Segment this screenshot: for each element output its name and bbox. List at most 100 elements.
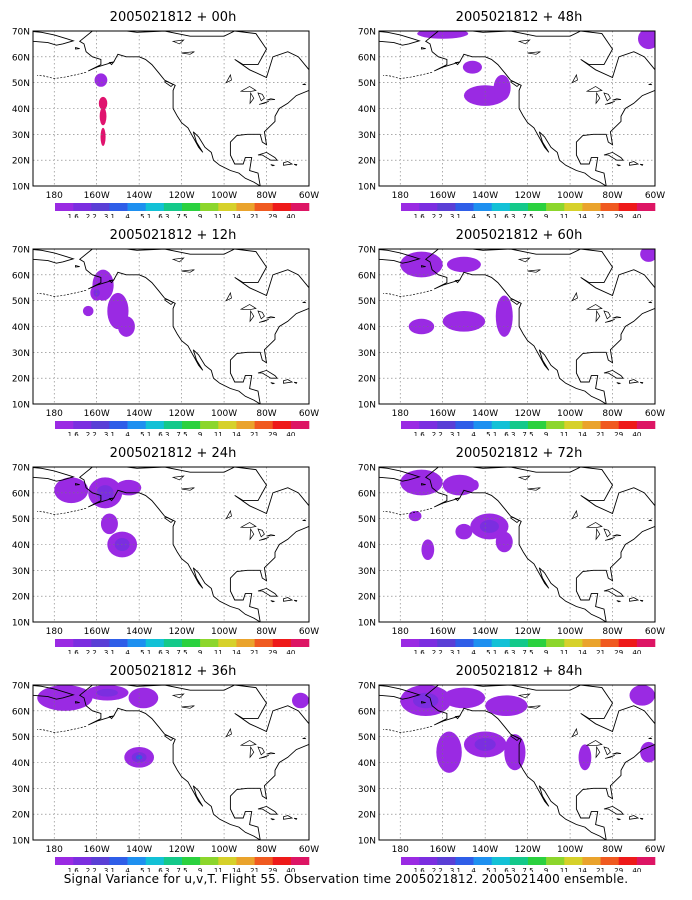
island (603, 151, 625, 161)
lat-tick-label: 50N (12, 79, 30, 89)
colorbar-swatch (618, 421, 638, 429)
colorbar-swatch (636, 857, 656, 865)
lat-tick-label: 20N (358, 811, 376, 821)
lon-tick-label: 100W (211, 627, 237, 637)
colorbar-label: 3.1 (104, 867, 115, 872)
island (639, 817, 644, 820)
colorbar-swatch (236, 639, 255, 647)
island (616, 818, 622, 821)
lat-tick-label: 70N (12, 682, 30, 692)
colorbar-swatch (582, 203, 601, 211)
colorbar-swatch (254, 639, 274, 647)
colorbar-label: 9 (198, 649, 202, 654)
colorbar-swatch (437, 639, 456, 647)
colorbar-swatch (272, 421, 292, 429)
coastline-asia (33, 31, 75, 46)
colorbar-swatch (290, 203, 310, 211)
lat-tick-label: 40N (358, 541, 376, 551)
colorbar-label: 29 (268, 649, 277, 654)
island (648, 737, 653, 740)
colorbar-label: 3.1 (104, 213, 115, 218)
lat-tick-label: 30N (358, 785, 376, 795)
lat-tick-label: 60N (358, 489, 376, 499)
variance-core (474, 737, 496, 751)
lake (225, 509, 232, 520)
colorbar-label: 9 (544, 649, 548, 654)
island (270, 818, 276, 821)
colorbar-swatch (564, 639, 583, 647)
variance-blob (54, 477, 89, 504)
map-svg: 2005021812 + 48h 70N 60N 50N 40N 30N 20N 10N 180… (358, 10, 665, 218)
colorbar-swatch (55, 639, 74, 647)
colorbar-swatch (200, 421, 219, 429)
colorbar-swatch (600, 421, 620, 429)
lat-tick-label: 10N (358, 619, 376, 629)
variance-blob (455, 523, 473, 540)
island (163, 734, 174, 742)
colorbar-swatch (473, 639, 493, 647)
colorbar-label: 11 (560, 867, 569, 872)
colorbar-label: 5.1 (486, 213, 497, 218)
map-svg: 2005021812 + 84h 70N 60N 50N 40N 30N 20N 10N 180… (358, 664, 665, 872)
colorbar-label: 21 (596, 213, 605, 218)
colorbar-label: 40 (632, 213, 641, 218)
lake (603, 528, 611, 538)
colorbar-swatch (163, 203, 183, 211)
map-panel: 2005021812 + 00h 70N 60N 50N 40N 30N 20N 10N 180… (0, 0, 346, 218)
panel-title: 2005021812 + 24h (110, 446, 237, 461)
colorbar-label: 3.1 (450, 649, 461, 654)
lon-tick-label: 80W (602, 845, 622, 855)
colorbar-swatch (509, 421, 529, 429)
lat-tick-label: 50N (12, 515, 30, 525)
coastline-asia (379, 31, 421, 46)
colorbar-label: 9 (544, 867, 548, 872)
colorbar-label: 21 (250, 213, 259, 218)
coastline-asia (379, 249, 421, 264)
colorbar-swatch (55, 421, 74, 429)
colorbar-swatch (200, 639, 219, 647)
colorbar-label: 5.1 (140, 867, 151, 872)
colorbar-label: 6.3 (504, 867, 515, 872)
colorbar-label: 1.6 (414, 213, 426, 218)
lake (225, 73, 232, 84)
colorbar-label: 3.1 (450, 213, 461, 218)
lake (595, 309, 601, 323)
island (603, 805, 625, 815)
colorbar-label: 5.1 (140, 431, 151, 436)
colorbar-swatch (491, 639, 511, 647)
panel-title: 2005021812 + 60h (456, 228, 583, 243)
colorbar-label: 14 (578, 431, 587, 436)
colorbar-label: 2.2 (86, 649, 97, 654)
plot-frame (378, 248, 656, 405)
colorbar-label: 7.5 (176, 649, 187, 654)
colorbar-swatch (636, 639, 656, 647)
lon-tick-label: 180 (46, 409, 63, 419)
coastline-asia (379, 685, 421, 700)
colorbar-swatch (127, 639, 147, 647)
colorbar-label: 2.2 (86, 431, 97, 436)
aleutian-islands (383, 507, 433, 515)
island (270, 164, 276, 167)
lon-tick-label: 140W (126, 627, 152, 637)
colorbar-swatch (182, 421, 201, 429)
variance-blob (82, 305, 94, 317)
lake (266, 752, 276, 755)
lat-tick-label: 20N (12, 375, 30, 385)
colorbar-label: 9 (198, 213, 202, 218)
colorbar-label: 7.5 (176, 431, 187, 436)
colorbar-label: 11 (560, 431, 569, 436)
colorbar-label: 11 (214, 431, 223, 436)
variance-blob (417, 31, 469, 39)
lon-tick-label: 180 (46, 627, 63, 637)
island (163, 298, 174, 306)
lake (257, 92, 265, 102)
lake (603, 92, 611, 102)
colorbar-label: 6.3 (504, 649, 515, 654)
colorbar-label: 21 (596, 431, 605, 436)
colorbar-swatch (401, 203, 420, 211)
colorbar-swatch (182, 639, 201, 647)
colorbar-swatch (491, 421, 511, 429)
variance-blob (292, 692, 309, 709)
map-svg: 2005021812 + 12h 70N 60N 50N 40N 30N 20N 10N 180… (12, 228, 319, 436)
lat-tick-label: 30N (358, 131, 376, 141)
